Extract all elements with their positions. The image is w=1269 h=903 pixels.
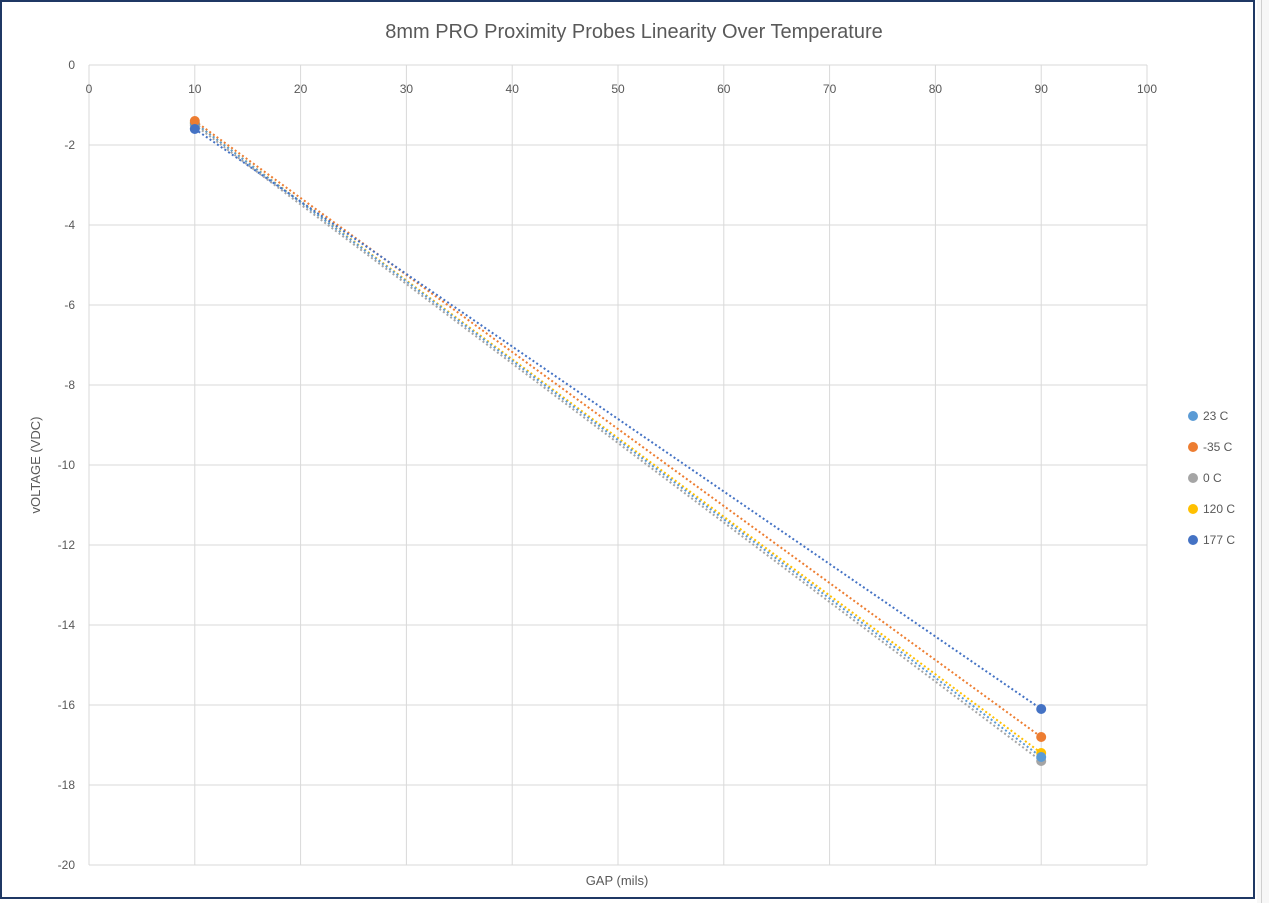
y-tick-label: -2 [64,138,75,152]
window-edge-line [1261,0,1262,903]
y-tick-label: -6 [64,298,75,312]
x-tick-label: 70 [823,82,837,96]
y-tick-label: -18 [58,778,76,792]
data-point [1036,752,1047,762]
x-axis-label: GAP (mils) [586,873,649,888]
trendline [194,120,1042,738]
chart-title: 8mm PRO Proximity Probes Linearity Over … [385,21,883,43]
legend-marker [1188,535,1198,545]
legend-label: 0 C [1203,471,1222,485]
legend-marker [1188,411,1198,421]
y-tick-label: -10 [58,458,76,472]
x-tick-label: 20 [294,82,308,96]
x-tick-label: 30 [400,82,414,96]
x-tick-label: 90 [1035,82,1049,96]
trendline [194,122,1042,758]
y-tick-labels: 0 -2 -4 -6 -8 -10 -12 -14 -16 -18 -20 [58,58,76,872]
legend-marker [1188,504,1198,514]
data-point [189,116,200,126]
y-tick-label: -8 [64,378,75,392]
data-point [189,124,200,134]
data-points [189,116,1047,766]
y-tick-label: -12 [58,538,76,552]
gridlines [88,64,1148,866]
legend: 23 C -35 C 0 C 120 C 177 C [1188,409,1235,547]
y-tick-label: 0 [68,58,75,72]
y-tick-label: -14 [58,618,76,632]
trendline [194,124,1042,762]
trendline [194,128,1042,710]
legend-label: 177 C [1203,533,1235,547]
trendlines [194,120,1042,762]
x-tick-label: 10 [188,82,202,96]
legend-label: 23 C [1203,409,1229,423]
data-point [1036,704,1047,714]
legend-label: 120 C [1203,502,1235,516]
y-tick-label: -16 [58,698,76,712]
y-tick-label: -20 [58,858,76,872]
y-axis-label: vOLTAGE (VDC) [28,416,43,513]
data-point [1036,732,1047,742]
x-tick-label: 0 [86,82,93,96]
legend-marker [1188,473,1198,483]
x-tick-label: 40 [506,82,520,96]
window-edge [1257,0,1269,903]
legend-label: -35 C [1203,440,1233,454]
x-tick-label: 60 [717,82,731,96]
x-tick-label: 100 [1137,82,1157,96]
x-tick-labels: 0 10 20 30 40 50 60 70 80 90 100 [86,82,1158,96]
x-tick-label: 50 [611,82,625,96]
legend-marker [1188,442,1198,452]
y-tick-label: -4 [64,218,75,232]
x-tick-label: 80 [929,82,943,96]
